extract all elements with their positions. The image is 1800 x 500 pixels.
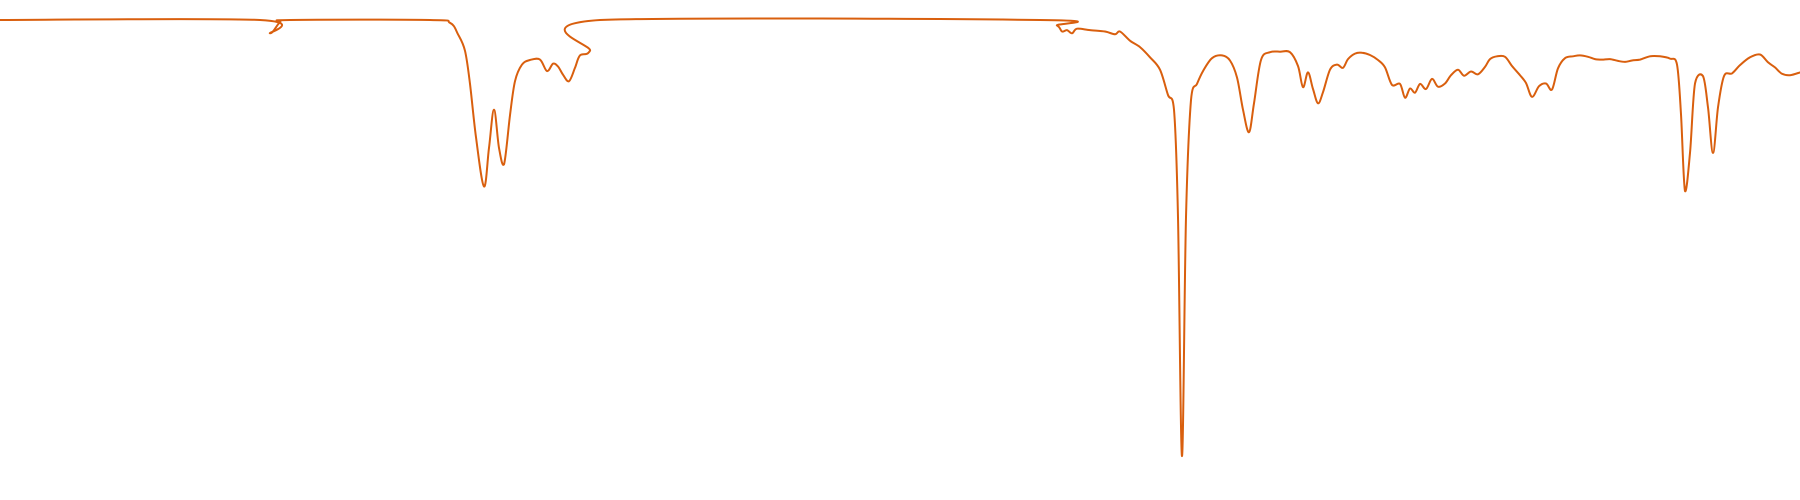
series-line-0 [0,17,1800,458]
series-layer [0,17,1800,458]
